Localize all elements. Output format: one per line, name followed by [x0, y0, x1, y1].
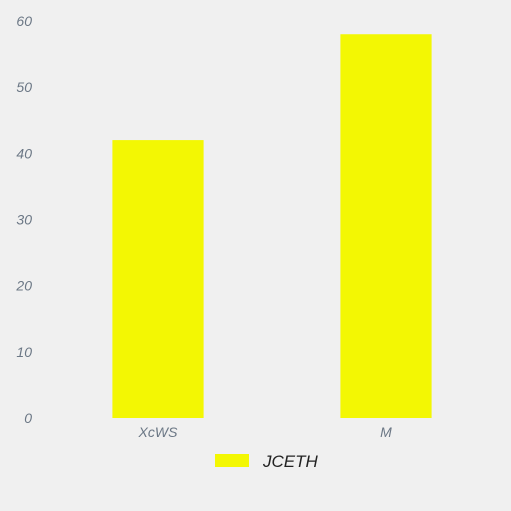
y-tick-label: 40: [16, 145, 32, 161]
x-axis: XcWS M: [138, 424, 393, 440]
y-tick-label: 30: [16, 212, 32, 228]
bar-xcws: [112, 140, 204, 418]
y-axis: 0 10 20 30 40 50 60: [15, 13, 32, 426]
x-tick-label: M: [380, 424, 392, 440]
y-tick-label: 10: [16, 344, 32, 360]
bars: [112, 34, 432, 418]
y-tick-label: 50: [16, 79, 32, 95]
y-tick-label: 60: [16, 13, 32, 29]
x-tick-label: XcWS: [138, 424, 179, 440]
legend-swatch: [215, 454, 249, 467]
y-tick-label: 20: [15, 278, 32, 294]
legend-label: JCETH: [262, 452, 319, 471]
bar-m: [340, 34, 432, 418]
legend: JCETH: [215, 452, 319, 471]
y-tick-label: 0: [24, 410, 32, 426]
